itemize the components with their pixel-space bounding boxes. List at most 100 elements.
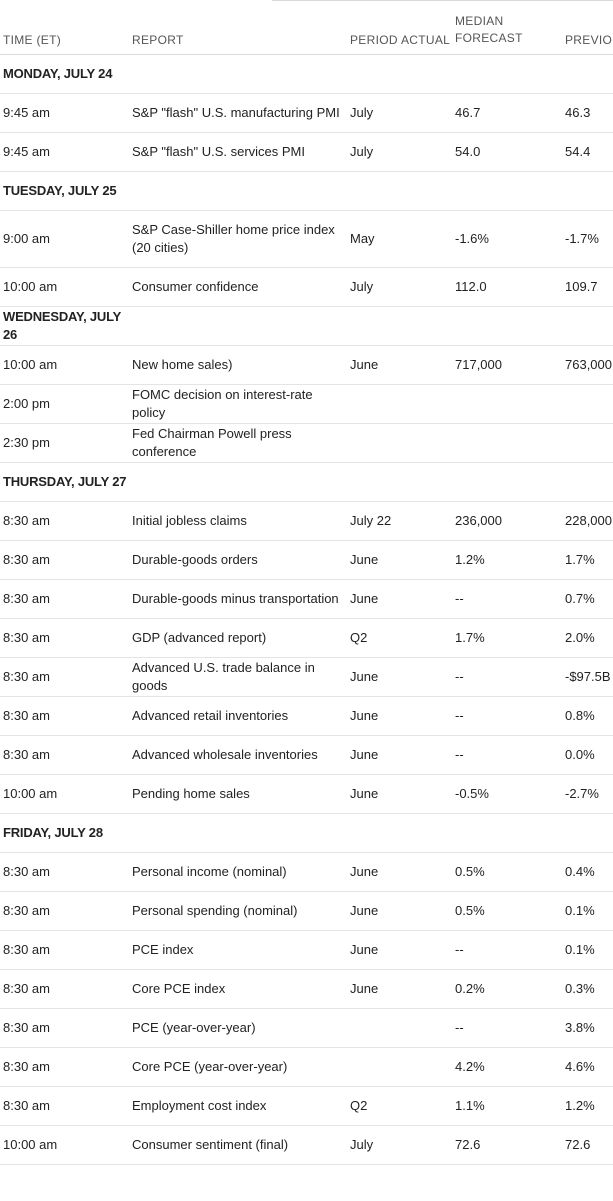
cell-actual: [398, 1008, 452, 1048]
cell-median: --: [452, 696, 562, 736]
cell-median: 1.2%: [452, 540, 562, 580]
cell-previous: 0.8%: [562, 696, 613, 736]
cell-time: 2:30 pm: [0, 423, 129, 463]
table-row: 8:30 am Core PCE index June 0.2% 0.3%: [0, 969, 613, 1009]
empty-cell: [347, 54, 398, 94]
day-header-row: WEDNESDAY, JULY 26: [0, 306, 613, 346]
cell-median: --: [452, 930, 562, 970]
cell-median: -1.6%: [452, 210, 562, 268]
cell-median: 72.6: [452, 1125, 562, 1165]
table-row: 8:30 am Personal spending (nominal) June 0.…: [0, 891, 613, 931]
cell-period: [347, 1047, 398, 1087]
table-row: 8:30 am Durable-goods minus transportatio…: [0, 579, 613, 619]
cell-previous: 763,000: [562, 345, 613, 385]
economic-calendar-table: TIME (ET) REPORT PERIOD ACTUAL MEDIAN FOR…: [0, 0, 613, 1165]
day-label: THURSDAY, JULY 27: [0, 462, 129, 502]
cell-period: June: [347, 345, 398, 385]
empty-cell: [562, 462, 613, 502]
cell-time: 8:30 am: [0, 579, 129, 619]
cell-report: Advanced retail inventories: [129, 696, 347, 736]
cell-previous: -2.7%: [562, 774, 613, 814]
empty-cell: [347, 813, 398, 853]
cell-period: [347, 423, 398, 463]
cell-period: June: [347, 891, 398, 931]
empty-cell: [398, 54, 452, 94]
cell-median: 54.0: [452, 132, 562, 172]
cell-previous: 1.2%: [562, 1086, 613, 1126]
table-row: 8:30 am GDP (advanced report) Q2 1.7% 2.0%: [0, 618, 613, 658]
cell-actual: [398, 423, 452, 463]
column-header-period: PERIOD: [347, 0, 398, 55]
table-row: 8:30 am Core PCE (year-over-year) 4.2% 4.6%: [0, 1047, 613, 1087]
cell-previous: 2.0%: [562, 618, 613, 658]
cell-period: [347, 384, 398, 424]
cell-report: S&P Case-Shiller home price index (20 ci…: [129, 210, 347, 268]
median-header-line1: MEDIAN: [455, 14, 504, 28]
cell-period: May: [347, 210, 398, 268]
cell-previous: 0.1%: [562, 891, 613, 931]
cell-time: 10:00 am: [0, 345, 129, 385]
cell-median: 0.2%: [452, 969, 562, 1009]
cell-actual: [398, 132, 452, 172]
cell-report: Durable-goods orders: [129, 540, 347, 580]
cell-previous: -1.7%: [562, 210, 613, 268]
empty-cell: [347, 306, 398, 346]
cell-period: June: [347, 969, 398, 1009]
table-row: 8:30 am PCE (year-over-year) -- 3.8%: [0, 1008, 613, 1048]
cell-report: New home sales): [129, 345, 347, 385]
empty-cell: [452, 54, 562, 94]
cell-actual: [398, 852, 452, 892]
cell-actual: [398, 1125, 452, 1165]
table-row: 8:30 am Advanced U.S. trade balance in go…: [0, 657, 613, 697]
table-row: 2:30 pm Fed Chairman Powell press confere…: [0, 423, 613, 463]
cell-report: Advanced wholesale inventories: [129, 735, 347, 775]
table-row: 10:00 am New home sales) June 717,000 763,00…: [0, 345, 613, 385]
empty-cell: [562, 813, 613, 853]
day-header-row: MONDAY, JULY 24: [0, 54, 613, 94]
cell-time: 8:30 am: [0, 696, 129, 736]
cell-time: 8:30 am: [0, 891, 129, 931]
cell-previous: 72.6: [562, 1125, 613, 1165]
cell-previous: 4.6%: [562, 1047, 613, 1087]
cell-period: July: [347, 132, 398, 172]
cell-period: Q2: [347, 1086, 398, 1126]
cell-period: June: [347, 657, 398, 697]
cell-time: 8:30 am: [0, 501, 129, 541]
cell-period: Q2: [347, 618, 398, 658]
cell-time: 10:00 am: [0, 1125, 129, 1165]
cell-report: S&P "flash" U.S. services PMI: [129, 132, 347, 172]
cell-period: July: [347, 1125, 398, 1165]
cell-time: 9:45 am: [0, 132, 129, 172]
column-header-median-forecast: MEDIAN FORECAST: [452, 0, 562, 55]
column-header-report: REPORT: [129, 0, 347, 55]
table-row: 2:00 pm FOMC decision on interest-rate po…: [0, 384, 613, 424]
table-row: 10:00 am Consumer sentiment (final) July 72…: [0, 1125, 613, 1165]
table-row: 10:00 am Pending home sales June -0.5% -2.7%: [0, 774, 613, 814]
cell-actual: [398, 696, 452, 736]
cell-actual: [398, 969, 452, 1009]
cell-previous: 46.3: [562, 93, 613, 133]
cell-median: [452, 384, 562, 424]
day-header-row: THURSDAY, JULY 27: [0, 462, 613, 502]
empty-cell: [452, 462, 562, 502]
cell-report: Durable-goods minus transportation: [129, 579, 347, 619]
cell-previous: 0.3%: [562, 969, 613, 1009]
cell-time: 9:00 am: [0, 210, 129, 268]
cell-report: Core PCE index: [129, 969, 347, 1009]
cell-previous: 109.7: [562, 267, 613, 307]
cell-period: June: [347, 540, 398, 580]
cell-previous: 0.0%: [562, 735, 613, 775]
empty-cell: [398, 462, 452, 502]
empty-cell: [398, 813, 452, 853]
table-row: 8:30 am Advanced wholesale inventories Jun…: [0, 735, 613, 775]
cell-median: 0.5%: [452, 891, 562, 931]
cell-report: Fed Chairman Powell press conference: [129, 423, 347, 463]
cell-actual: [398, 384, 452, 424]
day-header-row: FRIDAY, JULY 28: [0, 813, 613, 853]
cell-actual: [398, 345, 452, 385]
cell-previous: 0.4%: [562, 852, 613, 892]
cell-median: [452, 423, 562, 463]
cell-actual: [398, 210, 452, 268]
cell-report: Advanced U.S. trade balance in goods: [129, 657, 347, 697]
cell-report: Consumer sentiment (final): [129, 1125, 347, 1165]
